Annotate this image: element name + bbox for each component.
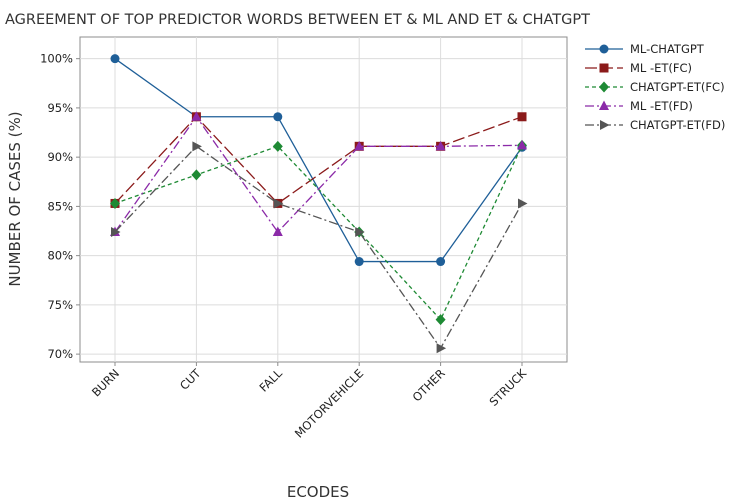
legend-marker — [599, 63, 609, 73]
legend-item: CHATGPT-ET(FC) — [585, 80, 725, 94]
legend-marker — [600, 120, 610, 130]
legend-label: ML -ET(FC) — [630, 61, 692, 75]
legend-marker — [599, 44, 609, 54]
y-tick-label: 90% — [47, 150, 73, 164]
x-axis-ticks: BURN CUT FALL MOTORVEHICLE OTHER STRUCK — [89, 362, 529, 441]
y-tick-label: 95% — [47, 101, 73, 115]
data-point — [191, 169, 202, 181]
legend-label: ML -ET(FD) — [630, 99, 693, 113]
chart-title: AGREEMENT OF TOP PREDICTOR WORDS BETWEEN… — [5, 12, 590, 28]
legend-item: CHATGPT-ET(FD) — [585, 118, 725, 132]
y-axis-ticks: 100% 95% 90% 85% 80% 75% 70% — [40, 52, 80, 361]
x-tick-label: BURN — [89, 366, 122, 399]
legend-item: ML -ET(FD) — [585, 99, 693, 113]
legend-marker — [599, 81, 609, 93]
legend-item: ML -ET(FC) — [585, 61, 692, 75]
data-point — [272, 226, 283, 236]
series-line — [114, 115, 523, 234]
series-line — [114, 145, 523, 350]
x-tick-label: FALL — [256, 366, 285, 395]
series-4 — [111, 141, 528, 354]
x-tick-label: OTHER — [410, 366, 448, 404]
y-tick-label: 70% — [47, 347, 73, 361]
data-point — [110, 54, 120, 64]
data-point — [436, 257, 446, 267]
data-point — [272, 140, 283, 152]
data-point — [273, 112, 283, 122]
legend: ML-CHATGPT ML -ET(FC) CHATGPT-ET(FC) ML -ET… — [585, 42, 725, 132]
legend-item: ML-CHATGPT — [585, 42, 705, 56]
data-point — [191, 111, 202, 121]
y-tick-label: 85% — [47, 199, 73, 213]
data-point — [435, 140, 446, 151]
y-tick-label: 75% — [47, 298, 73, 312]
data-point — [436, 343, 447, 354]
data-point — [354, 140, 365, 151]
data-point — [517, 112, 527, 122]
x-axis-label: ECODES — [287, 483, 349, 501]
series-layer — [110, 54, 528, 354]
series-line — [114, 115, 523, 205]
data-point — [517, 139, 527, 150]
data-point — [111, 227, 121, 237]
legend-label: CHATGPT-ET(FD) — [630, 118, 725, 132]
data-point — [110, 197, 120, 209]
y-tick-label: 80% — [47, 249, 73, 263]
y-tick-label: 100% — [40, 52, 73, 66]
data-point — [518, 198, 528, 209]
data-point — [192, 141, 202, 152]
legend-label: CHATGPT-ET(FC) — [630, 80, 725, 94]
x-tick-label: MOTORVEHICLE — [292, 366, 366, 440]
legend-label: ML-CHATGPT — [630, 42, 705, 56]
data-point — [435, 314, 446, 326]
y-axis-label: NUMBER OF CASES (%) — [6, 111, 24, 286]
x-tick-label: STRUCK — [486, 366, 529, 409]
data-point — [355, 227, 365, 237]
x-tick-label: CUT — [177, 366, 204, 393]
legend-marker — [599, 100, 609, 110]
data-point — [273, 198, 284, 209]
data-point — [354, 257, 364, 267]
